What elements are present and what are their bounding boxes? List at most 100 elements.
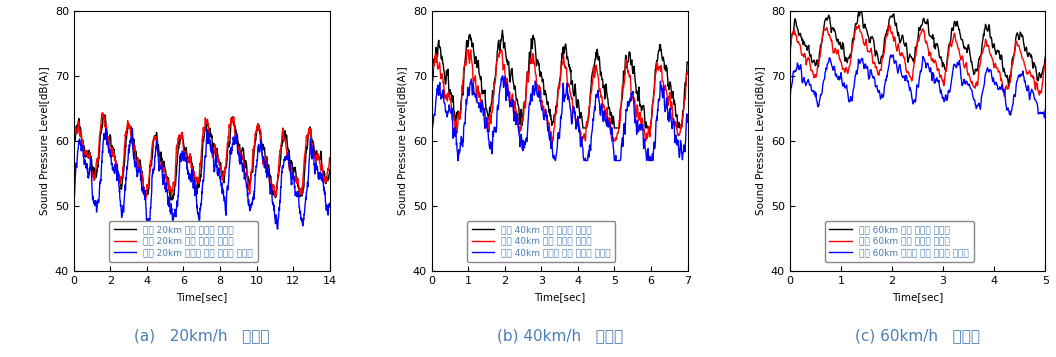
구형 40km 바닥 흡음판 설치후 (595, 90, 607, 94)
구형 60km 바닥 흡음판 설치후 (936, 79, 948, 84)
구형 40km 바닥 흡음판 설치후 (625, 96, 638, 100)
구형 20km 바닥과 측벽 흡음판 설치후 (142, 227, 154, 232)
구형 20km 바닥 흡음판 설치후 (156, 166, 169, 170)
구형 60km 바닥과 측벽 흡음판 설치후 (884, 53, 897, 57)
구형 20km 바닥 흡음판 설치후 (323, 156, 336, 160)
Line: 구형 40km 바닥 흡음판 설치전: 구형 40km 바닥 흡음판 설치전 (432, 30, 687, 128)
구형 40km 바닥 흡음판 설치후 (681, 70, 694, 74)
구형 20km 바닥 흡음판 설치전 (186, 164, 199, 168)
구형 20km 바닥 흡음판 설치전 (323, 168, 336, 172)
구형 60km 바닥 흡음판 설치전 (994, 55, 1006, 59)
Line: 구형 60km 바닥 흡음판 설치전: 구형 60km 바닥 흡음판 설치전 (790, 11, 1045, 86)
구형 40km 바닥과 측벽 흡음판 설치후 (426, 135, 438, 139)
구형 40km 바닥 흡음판 설치전 (488, 80, 501, 84)
구형 40km 바닥 흡음판 설치후 (426, 76, 438, 81)
구형 40km 바닥과 측벽 흡음판 설치후 (496, 74, 509, 78)
X-axis label: Time[sec]: Time[sec] (892, 292, 943, 302)
구형 20km 바닥과 측벽 흡음판 설치후 (202, 139, 214, 143)
구형 40km 바닥 흡음판 설치후 (657, 79, 670, 84)
구형 20km 바닥과 측벽 흡음판 설치후 (323, 203, 336, 207)
구형 20km 바닥과 측벽 흡음판 설치후 (276, 169, 288, 174)
구형 20km 바닥 흡음판 설치전 (130, 151, 143, 155)
구형 60km 바닥과 측벽 흡음판 설치후 (1034, 111, 1046, 115)
구형 40km 바닥 흡음판 설치전 (595, 73, 607, 77)
구형 20km 바닥 흡음판 설치후 (320, 175, 333, 179)
구형 40km 바닥과 측벽 흡음판 설치후 (657, 90, 670, 95)
구형 60km 바닥 흡음판 설치후 (922, 49, 935, 53)
구형 20km 바닥과 측벽 흡음판 설치후 (130, 163, 143, 167)
Line: 구형 40km 바닥 흡음판 설치후: 구형 40km 바닥 흡음판 설치후 (432, 50, 687, 141)
구형 60km 바닥과 측벽 흡음판 설치후 (1039, 107, 1052, 111)
구형 60km 바닥 흡음판 설치후 (998, 94, 1011, 99)
구형 40km 바닥과 측벽 흡음판 설치후 (452, 159, 465, 163)
구형 20km 바닥과 측벽 흡음판 설치후 (320, 207, 333, 211)
구형 40km 바닥과 측벽 흡음판 설치후 (625, 93, 638, 97)
구형 60km 바닥 흡음판 설치전 (1002, 84, 1015, 89)
구형 60km 바닥 흡음판 설치전 (936, 65, 948, 69)
구형 20km 바닥 흡음판 설치전 (276, 144, 288, 149)
구형 40km 바닥과 측벽 흡음판 설치후 (507, 109, 520, 114)
구형 20km 바닥과 측벽 흡음판 설치후 (156, 173, 169, 177)
구형 40km 바닥 흡음판 설치전 (577, 126, 589, 130)
구형 60km 바닥 흡음판 설치전 (1039, 54, 1052, 58)
구형 60km 바닥과 측벽 흡음판 설치후 (905, 95, 918, 99)
구형 60km 바닥 흡음판 설치후 (1039, 59, 1052, 63)
Text: (a)   20km/h   운행시: (a) 20km/h 운행시 (134, 329, 269, 344)
구형 20km 바닥 흡음판 설치후 (96, 111, 109, 115)
구형 60km 바닥과 측벽 흡음판 설치후 (994, 85, 1006, 89)
Line: 구형 40km 바닥과 측벽 흡음판 설치후: 구형 40km 바닥과 측벽 흡음판 설치후 (432, 76, 687, 161)
구형 60km 바닥과 측벽 흡음판 설치후 (922, 65, 935, 69)
구형 60km 바닥과 측벽 흡음판 설치후 (936, 96, 948, 101)
구형 40km 바닥 흡음판 설치전 (657, 58, 670, 62)
Line: 구형 60km 바닥과 측벽 흡음판 설치후: 구형 60km 바닥과 측벽 흡음판 설치후 (790, 55, 1045, 118)
구형 60km 바닥 흡음판 설치전 (907, 56, 920, 61)
Text: (c) 60km/h   운행시: (c) 60km/h 운행시 (855, 329, 980, 344)
구형 20km 바닥과 측벽 흡음판 설치후 (126, 126, 138, 130)
구형 60km 바닥 흡음판 설치전 (854, 9, 867, 13)
Legend: 구형 20km 바닥 흡음판 설치전, 구형 20km 바닥 흡음판 설치후, 구형 20km 바닥과 측벽 흡음판 설치후: 구형 20km 바닥 흡음판 설치전, 구형 20km 바닥 흡음판 설치후, … (109, 221, 258, 262)
구형 60km 바닥 흡음판 설치후 (907, 67, 920, 71)
구형 40km 바닥과 측벽 흡음판 설치후 (681, 120, 694, 124)
구형 60km 바닥 흡음판 설치후 (883, 23, 895, 27)
Legend: 구형 60km 바닥 흡음판 설치전, 구형 60km 바닥 흡음판 설치후, 구형 60km 바닥과 측벽 흡음판 설치후: 구형 60km 바닥 흡음판 설치전, 구형 60km 바닥 흡음판 설치후, … (825, 221, 974, 262)
구형 20km 바닥 흡음판 설치후 (276, 136, 288, 141)
Y-axis label: Sound Pressure Level[dB(A)]: Sound Pressure Level[dB(A)] (755, 67, 766, 215)
구형 20km 바닥 흡음판 설치후 (202, 126, 214, 131)
Y-axis label: Sound Pressure Level[dB(A)]: Sound Pressure Level[dB(A)] (39, 67, 50, 215)
구형 60km 바닥 흡음판 설치전 (905, 56, 918, 60)
구형 40km 바닥 흡음판 설치전 (507, 79, 520, 84)
구형 20km 바닥 흡음판 설치후 (186, 168, 199, 172)
구형 20km 바닥 흡음판 설치후 (130, 162, 143, 166)
구형 20km 바닥 흡음판 설치후 (68, 141, 80, 146)
Text: (b) 40km/h   운행시: (b) 40km/h 운행시 (496, 329, 623, 344)
구형 40km 바닥과 측벽 흡음판 설치후 (489, 127, 502, 131)
Line: 구형 20km 바닥 흡음판 설치전: 구형 20km 바닥 흡음판 설치전 (74, 115, 329, 200)
구형 20km 바닥 흡음판 설치전 (165, 197, 177, 202)
구형 60km 바닥 흡음판 설치후 (905, 79, 918, 83)
구형 20km 바닥 흡음판 설치후 (139, 197, 152, 201)
구형 60km 바닥 흡음판 설치후 (784, 51, 796, 55)
구형 60km 바닥 흡음판 설치전 (784, 47, 796, 51)
구형 20km 바닥과 측벽 흡음판 설치후 (186, 170, 199, 174)
구형 60km 바닥 흡음판 설치전 (1034, 73, 1046, 77)
구형 20km 바닥과 측벽 흡음판 설치후 (68, 198, 80, 202)
구형 40km 바닥과 측벽 흡음판 설치후 (595, 113, 607, 117)
구형 60km 바닥과 측벽 흡음판 설치후 (1038, 116, 1051, 120)
구형 20km 바닥 흡음판 설치전 (68, 148, 80, 152)
구형 60km 바닥 흡음판 설치후 (994, 70, 1006, 74)
구형 60km 바닥 흡음판 설치전 (922, 29, 935, 33)
Line: 구형 60km 바닥 흡음판 설치후: 구형 60km 바닥 흡음판 설치후 (790, 25, 1045, 96)
구형 20km 바닥 흡음판 설치전 (320, 177, 333, 181)
구형 20km 바닥 흡음판 설치전 (202, 125, 214, 129)
구형 60km 바닥 흡음판 설치후 (1034, 91, 1046, 96)
구형 40km 바닥 흡음판 설치후 (498, 62, 511, 66)
구형 40km 바닥 흡음판 설치전 (498, 44, 511, 48)
구형 60km 바닥과 측벽 흡음판 설치후 (784, 96, 796, 101)
Legend: 구형 40km 바닥 흡음판 설치전, 구형 40km 바닥 흡음판 설치후, 구형 40km 바닥과 측벽 흡음판 설치후: 구형 40km 바닥 흡음판 설치전, 구형 40km 바닥 흡음판 설치후, … (467, 221, 616, 262)
구형 40km 바닥 흡음판 설치후 (507, 102, 520, 107)
구형 20km 바닥 흡음판 설치전 (156, 161, 169, 165)
구형 40km 바닥 흡음판 설치후 (460, 48, 473, 52)
X-axis label: Time[sec]: Time[sec] (534, 292, 585, 302)
Line: 구형 20km 바닥 흡음판 설치후: 구형 20km 바닥 흡음판 설치후 (74, 113, 329, 199)
구형 40km 바닥 흡음판 설치전 (681, 60, 694, 65)
